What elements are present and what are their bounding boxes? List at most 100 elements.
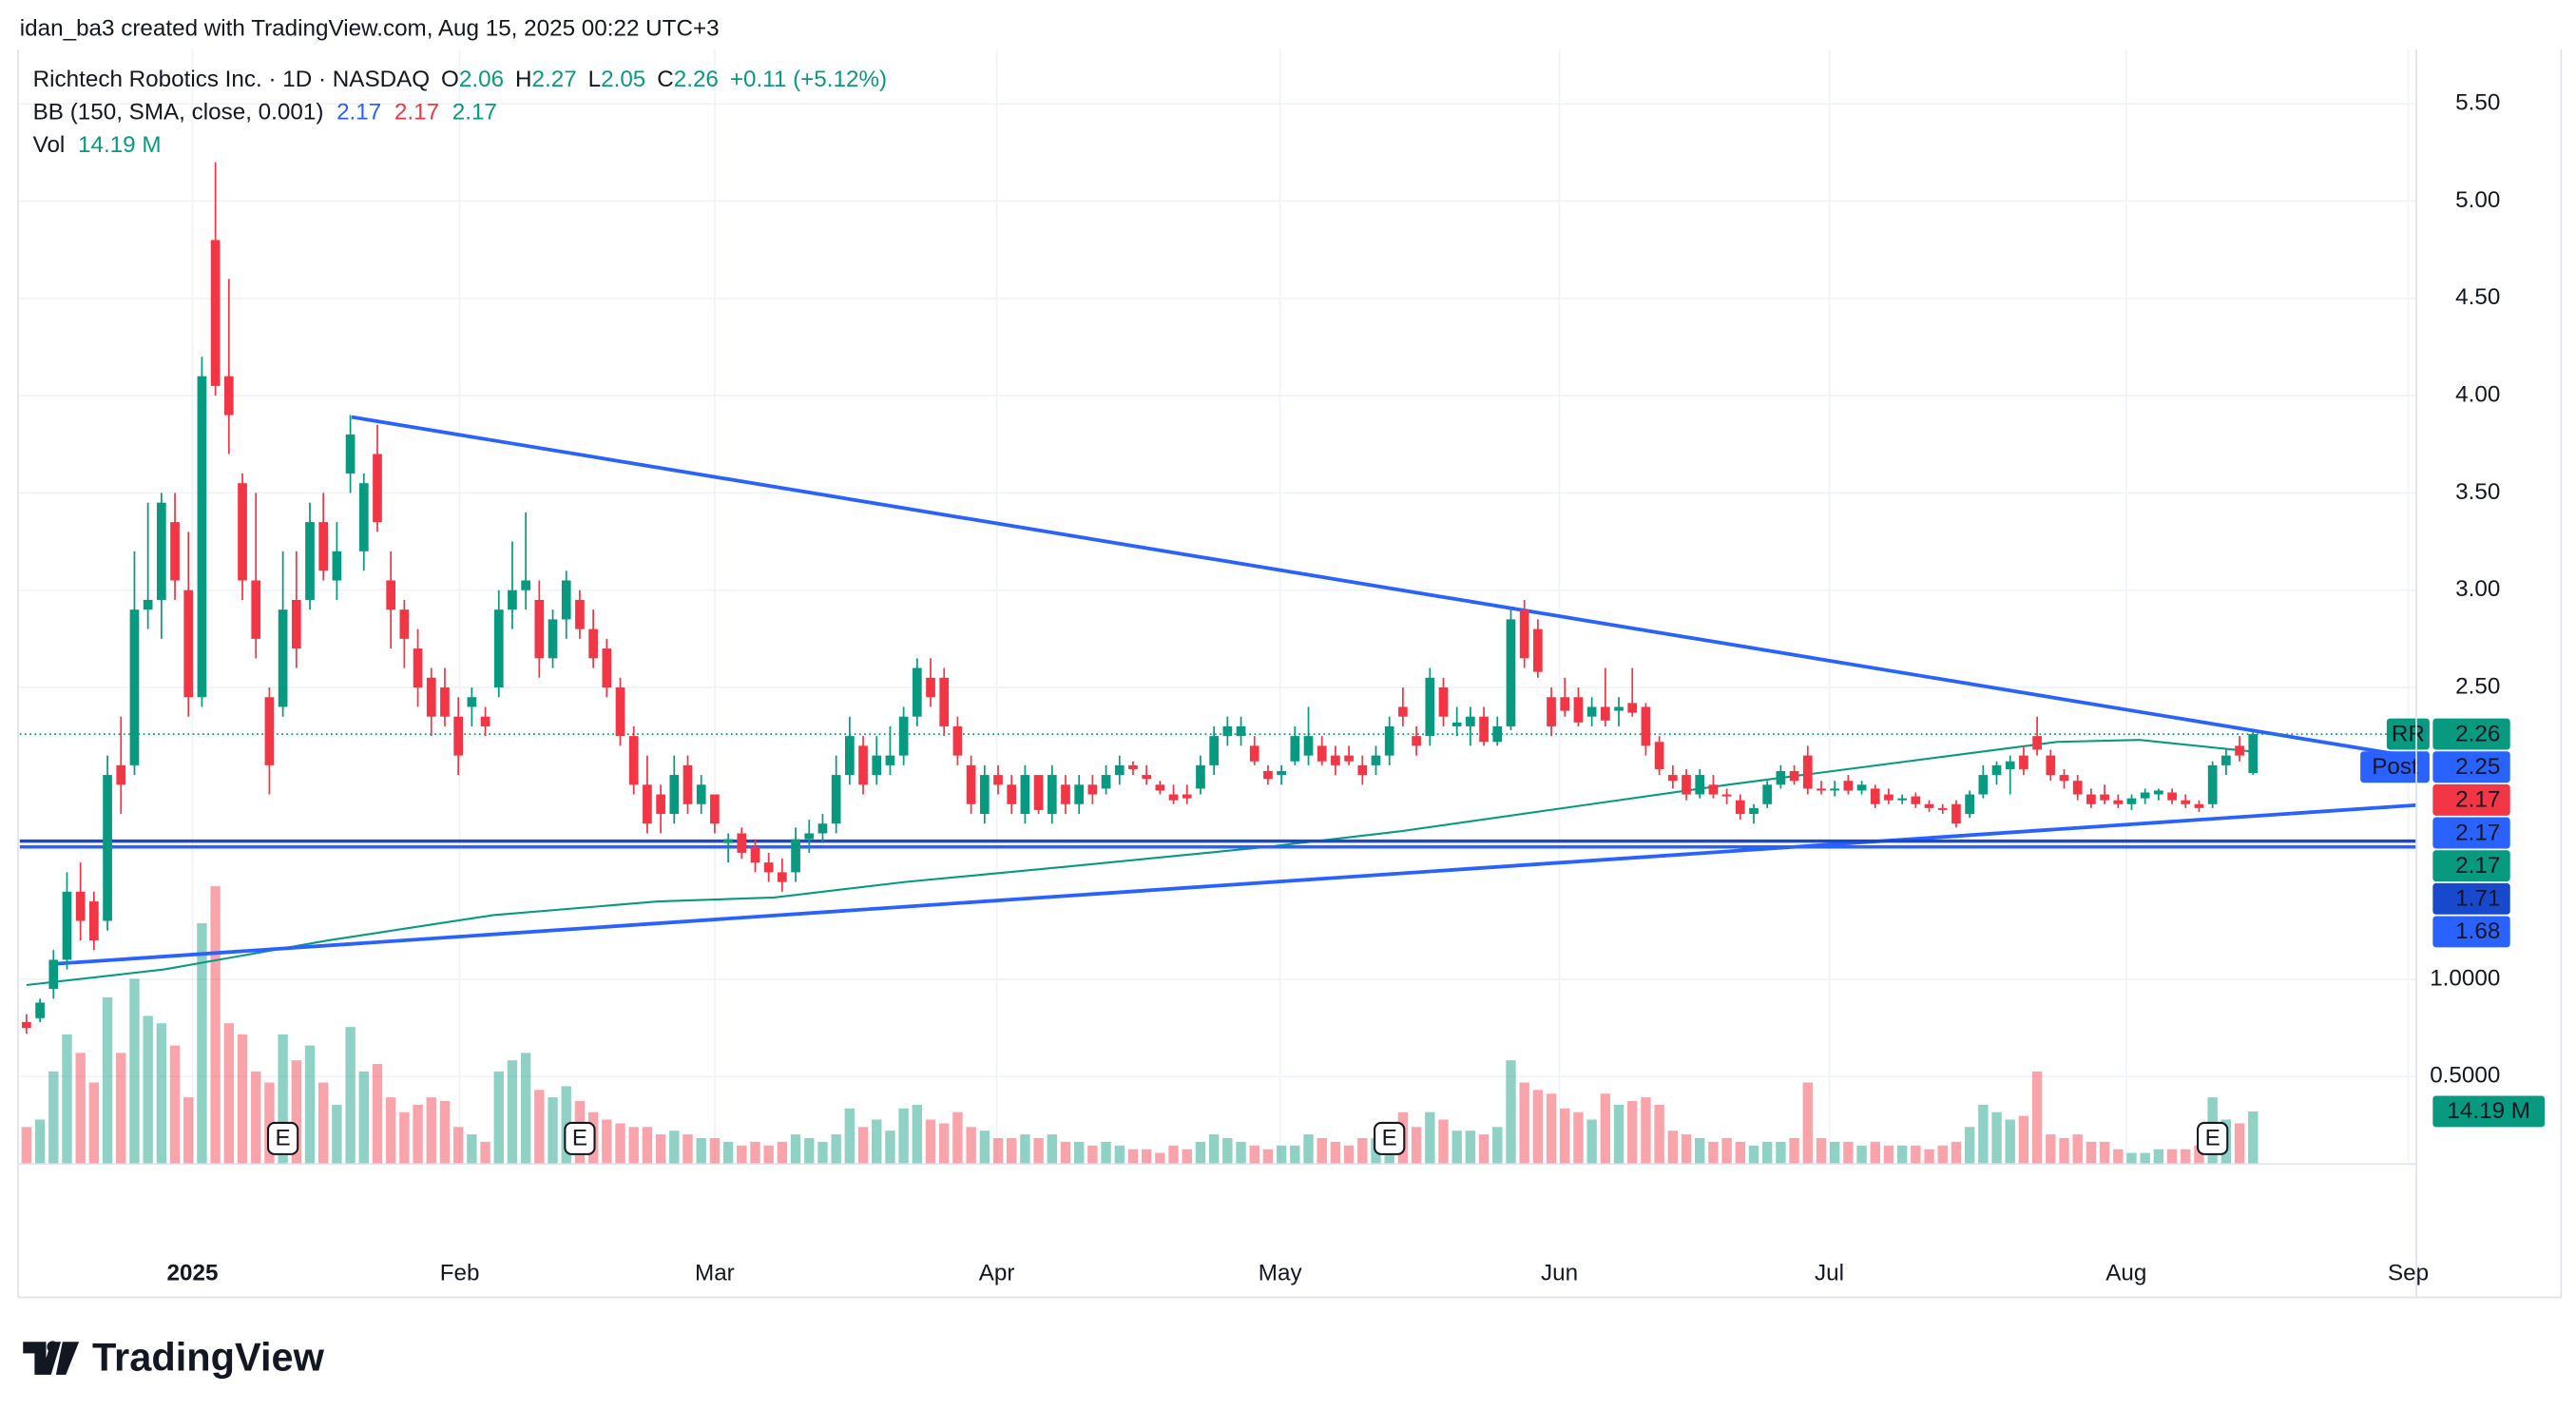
candle-body	[1937, 807, 1948, 810]
volume-bar	[318, 1082, 329, 1165]
candle-body	[521, 580, 530, 590]
candle-body	[223, 376, 234, 416]
candle-body	[2113, 800, 2124, 804]
volume-bar	[385, 1097, 396, 1165]
volume-bar	[1047, 1134, 1057, 1165]
candle-body	[1155, 784, 1165, 791]
ohlc-value: 2.05	[601, 67, 645, 92]
candle-body	[1357, 764, 1368, 776]
legend-symbol: Richtech Robotics Inc. · 1D · NASDAQ O2.…	[33, 67, 887, 92]
volume-bar	[2113, 1149, 2124, 1165]
candle-body	[1830, 788, 1840, 791]
x-tick-label: Jun	[1541, 1261, 1578, 1286]
candle-body	[2059, 775, 2069, 782]
volume-bar	[1789, 1137, 1799, 1165]
volume-bar	[358, 1071, 369, 1165]
candle-body	[2140, 792, 2150, 799]
candle-body	[1802, 755, 1813, 789]
candle-body	[2221, 755, 2231, 765]
candle-body	[1897, 798, 1908, 801]
candle-body	[669, 775, 680, 814]
candle-body	[696, 784, 706, 804]
price-marker-label: 2.26	[2455, 721, 2500, 746]
candle-body	[318, 522, 329, 571]
volume-bar	[1222, 1137, 1233, 1165]
candle-body	[1277, 770, 1286, 776]
volume-bar	[169, 1045, 181, 1165]
candle-body	[1614, 706, 1624, 711]
ohlc-key: H	[515, 67, 532, 92]
volume-bar	[291, 1060, 302, 1165]
volume-bar	[1127, 1149, 1139, 1165]
volume-bar	[2194, 1145, 2204, 1165]
volume-bar	[452, 1127, 464, 1165]
attribution: idan_ba3 created with TradingView.com, A…	[20, 16, 720, 42]
candle-body	[682, 764, 693, 804]
y-tick-label: 4.00	[2455, 382, 2500, 408]
volume-bar	[332, 1104, 342, 1165]
candle-body	[1560, 697, 1570, 711]
change: +0.11 (+5.12%)	[730, 67, 887, 92]
volume-bar	[372, 1064, 383, 1165]
volume-bar	[75, 1053, 86, 1165]
price-marker	[2432, 718, 2510, 750]
candle-body	[845, 736, 855, 776]
earnings-badge	[2197, 1121, 2229, 1155]
price-marker-tag-label: Post	[2372, 754, 2418, 780]
candle-body	[1087, 784, 1098, 795]
volume-bar	[737, 1145, 747, 1165]
candle-body	[1182, 794, 1192, 799]
volume-bar	[952, 1111, 963, 1165]
price-marker-tag	[2386, 718, 2430, 750]
volume-bar	[129, 978, 140, 1165]
candle-body	[548, 619, 558, 659]
candle-body	[2207, 764, 2218, 804]
price-marker-label: 1.68	[2455, 918, 2500, 944]
candle-body	[872, 755, 882, 776]
candle-body	[643, 784, 652, 824]
volume-bar	[1613, 1104, 1624, 1165]
price-marker	[2432, 817, 2510, 849]
candle-body	[2235, 745, 2244, 756]
candle-body	[1817, 788, 1826, 791]
candle-body	[926, 677, 935, 698]
price-marker-label: 2.17	[2455, 853, 2500, 879]
y-tick-label: 5.00	[2455, 187, 2500, 213]
candle-body	[1695, 775, 1705, 795]
trendline	[57, 802, 2417, 966]
volume-bar	[2059, 1137, 2069, 1165]
y-tick-label: 1.0000	[2430, 965, 2500, 991]
candle-body	[710, 794, 720, 824]
candle-body	[602, 648, 612, 688]
candle-body	[453, 716, 464, 756]
volume-bar	[682, 1134, 693, 1165]
candle-body	[534, 599, 545, 659]
candle-body	[885, 755, 895, 765]
volume-bar	[1641, 1097, 1651, 1165]
volume-bar	[925, 1119, 936, 1165]
candle-body	[1884, 794, 1894, 801]
candle-body	[399, 609, 410, 639]
price-marker	[2432, 916, 2510, 948]
volume-bar	[790, 1134, 801, 1165]
candle-body	[1682, 775, 1691, 795]
line-layer	[19, 415, 2417, 987]
volume-bar	[1654, 1104, 1664, 1165]
volume-bar	[1411, 1127, 1422, 1165]
volume-value: 14.19 M	[78, 133, 162, 159]
volume-bar	[628, 1127, 639, 1165]
candle-body	[952, 725, 963, 756]
candle-body	[1249, 745, 1259, 762]
grid-layer	[19, 48, 2417, 1165]
volume-name: Vol	[33, 133, 66, 159]
volume-bar	[520, 1053, 531, 1165]
candle-body	[750, 846, 760, 863]
volume-bar	[2181, 1149, 2191, 1165]
volume-bar	[1560, 1108, 1570, 1165]
candle-body	[467, 697, 477, 707]
volume-bar	[1600, 1093, 1611, 1165]
candle-body	[831, 775, 841, 824]
volume-bar	[831, 1134, 841, 1165]
candle-body	[183, 590, 194, 698]
